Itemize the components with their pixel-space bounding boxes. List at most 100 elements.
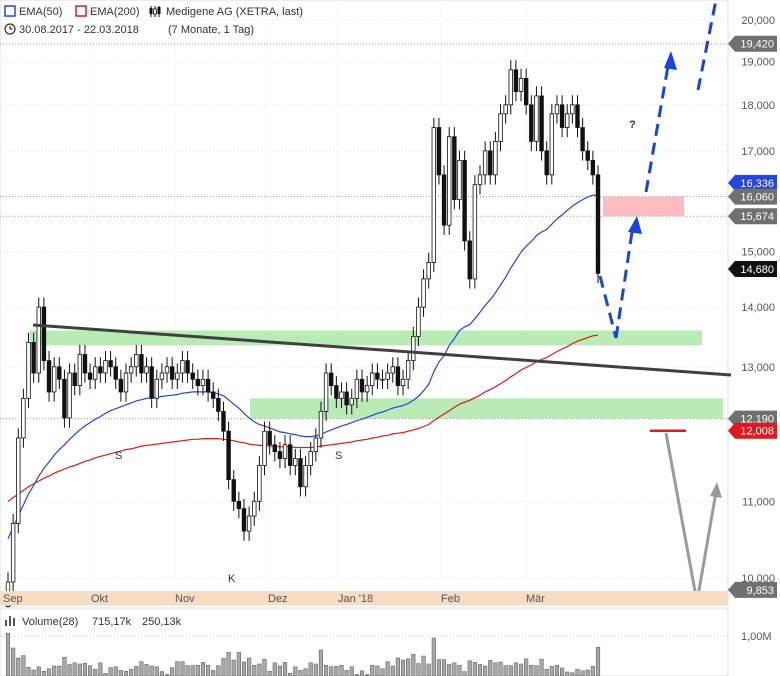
candle-body [41, 306, 47, 362]
projection-down-arrow [598, 275, 618, 339]
candle-body [518, 78, 524, 92]
volume-bar [488, 660, 493, 676]
volume-bar [154, 666, 159, 676]
candle-body [252, 500, 257, 517]
x-tick-label: Sep [3, 593, 23, 605]
volume-y-tick: 1,00M [741, 631, 772, 643]
volume-bar [560, 667, 565, 676]
price-tag-label: 12,008 [740, 426, 774, 438]
price-tag-shape [728, 581, 777, 598]
projection-extension-arrow [696, 0, 718, 91]
candle-body [180, 360, 185, 374]
candle-body [93, 366, 98, 380]
x-axis-band [0, 591, 728, 605]
volume-bar [483, 665, 488, 676]
volume-bar [359, 670, 365, 676]
volume-bar [149, 665, 154, 676]
volume-bar [513, 662, 518, 676]
candle-body [385, 372, 390, 380]
candle-body [298, 458, 303, 488]
candle-body [287, 444, 293, 466]
ema200-legend-label: EMA(200) [90, 6, 140, 18]
candle-body [67, 372, 72, 419]
volume-bar [477, 664, 483, 676]
candle-body [236, 500, 242, 510]
volume-bar [88, 665, 93, 676]
candle-body [241, 508, 247, 532]
price-tag-label: 15,674 [740, 211, 774, 223]
y-tick-label: 11,000 [742, 496, 775, 508]
volume-bar [324, 664, 329, 676]
x-axis: Sep Okt Nov Dez Jan '18 Feb Mär [3, 593, 545, 605]
candle-body [488, 150, 493, 176]
price-tag: 15,674 [728, 208, 777, 225]
volume-bar [462, 671, 467, 676]
volume-ema-value: 250,13k [142, 616, 182, 628]
candle-body [277, 451, 283, 459]
volume-bar [139, 661, 144, 676]
candle-body [334, 385, 339, 399]
volume-bar [5, 632, 11, 676]
price-tag-shape [728, 422, 777, 439]
volume-bar [575, 668, 580, 676]
ema50-legend-swatch [4, 5, 16, 17]
candle-body [575, 104, 580, 128]
volume-bar [334, 666, 339, 676]
resistance-zone [603, 196, 684, 217]
candle-body [221, 410, 226, 432]
price-tag: 16,060 [728, 188, 777, 205]
volume-bar [580, 670, 585, 676]
volume-bar [354, 674, 359, 676]
candle-body [493, 141, 498, 176]
volume-bar [262, 658, 267, 676]
candle-body [231, 479, 236, 502]
candle-body [211, 391, 216, 399]
candle-body [216, 397, 221, 412]
volume-bar [236, 652, 241, 676]
y-tick-label: 13,000 [741, 362, 775, 374]
candle-body [144, 366, 149, 374]
volume-bar [77, 663, 82, 676]
volume-bar [442, 659, 447, 676]
ema200-legend-swatch [75, 5, 87, 17]
candle-body [175, 372, 180, 380]
volume-legend-icon [5, 616, 15, 626]
volume-bar [380, 668, 385, 676]
candles-legend-icon [149, 6, 161, 17]
volume-bar [498, 661, 503, 676]
projection-arrows [598, 0, 722, 603]
y-tick-label: 14,000 [741, 302, 775, 314]
support-zone-upper [30, 330, 702, 346]
y-tick-label: 20,000 [741, 15, 775, 27]
volume-bar [436, 659, 442, 676]
zones [30, 196, 723, 419]
volume-bar [493, 662, 498, 676]
volume-bar [272, 662, 277, 676]
candle-body [395, 366, 401, 386]
candle-body [370, 372, 375, 386]
candle-body [98, 366, 103, 374]
volume-bar [134, 666, 139, 676]
volume-bar [195, 664, 200, 676]
volume-bar [293, 666, 298, 676]
volume-bar [595, 646, 601, 676]
x-tick-label: Jan '18 [338, 593, 373, 605]
candle-body [339, 391, 344, 399]
candle-body [282, 444, 288, 459]
candle-body [303, 465, 308, 488]
x-tick-label: Okt [91, 593, 108, 605]
candle-body [257, 465, 262, 502]
candle-body [344, 391, 349, 406]
candle-body [426, 261, 431, 280]
price-tag: 19,420 [728, 35, 777, 52]
candle-body [190, 372, 195, 380]
volume-bar [93, 668, 98, 676]
volume-bar [52, 665, 57, 676]
volume-bar [118, 670, 123, 676]
candle-body [62, 378, 67, 419]
volume-bar [288, 672, 293, 676]
volume-bar [67, 664, 72, 676]
plot-area [0, 0, 729, 606]
volume-bar [57, 665, 62, 676]
candle-body [529, 104, 534, 142]
